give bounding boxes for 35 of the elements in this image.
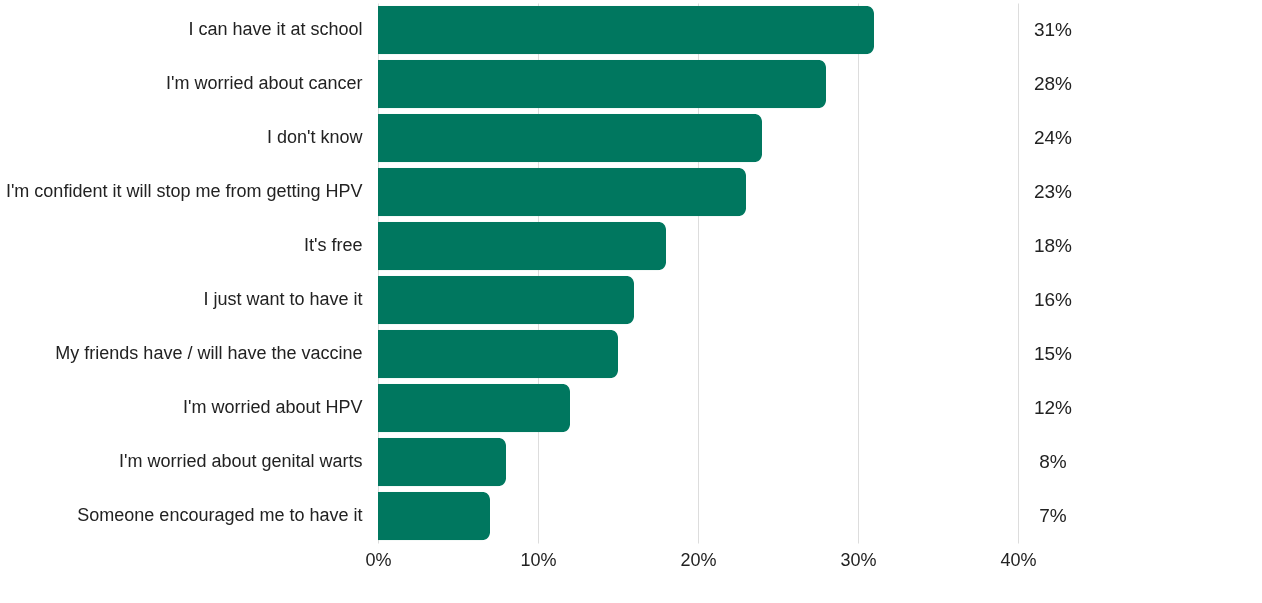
data-label: 7% (1039, 505, 1067, 526)
x-tick-label: 20% (680, 549, 717, 570)
data-label: 23% (1033, 181, 1073, 202)
y-tick-label: I can have it at school (188, 19, 363, 39)
y-tick-label: I just want to have it (203, 289, 363, 309)
bar (378, 383, 570, 433)
data-label: 18% (1033, 235, 1073, 256)
data-label: 8% (1039, 451, 1067, 472)
bar (378, 221, 666, 271)
y-tick-label: Someone encouraged me to have it (77, 505, 363, 525)
y-tick-label: I'm worried about genital warts (118, 451, 363, 471)
bar (378, 491, 490, 541)
y-tick-label: I'm worried about cancer (165, 73, 363, 93)
x-tick-label: 10% (520, 549, 557, 570)
y-tick-label: My friends have / will have the vaccine (55, 343, 363, 363)
data-label: 24% (1033, 127, 1073, 148)
bar (378, 167, 746, 217)
data-label: 12% (1033, 397, 1073, 418)
bar (378, 59, 826, 109)
y-tick-label: I'm confident it will stop me from getting HPV (5, 181, 363, 201)
x-tick-label: 40% (1000, 549, 1037, 570)
x-tick-label: 30% (840, 549, 877, 570)
x-tick-label: 0% (365, 549, 392, 570)
bar (378, 275, 634, 325)
data-label: 16% (1033, 289, 1073, 310)
data-label: 28% (1033, 73, 1073, 94)
y-tick-label: I don't know (267, 127, 364, 147)
data-label: 31% (1033, 19, 1073, 40)
data-label: 15% (1033, 343, 1073, 364)
bar (378, 329, 618, 379)
y-tick-label: I'm worried about HPV (182, 397, 363, 417)
bar (378, 5, 874, 55)
bar (378, 113, 762, 163)
y-tick-label: It's free (304, 235, 363, 255)
bar (378, 437, 506, 487)
